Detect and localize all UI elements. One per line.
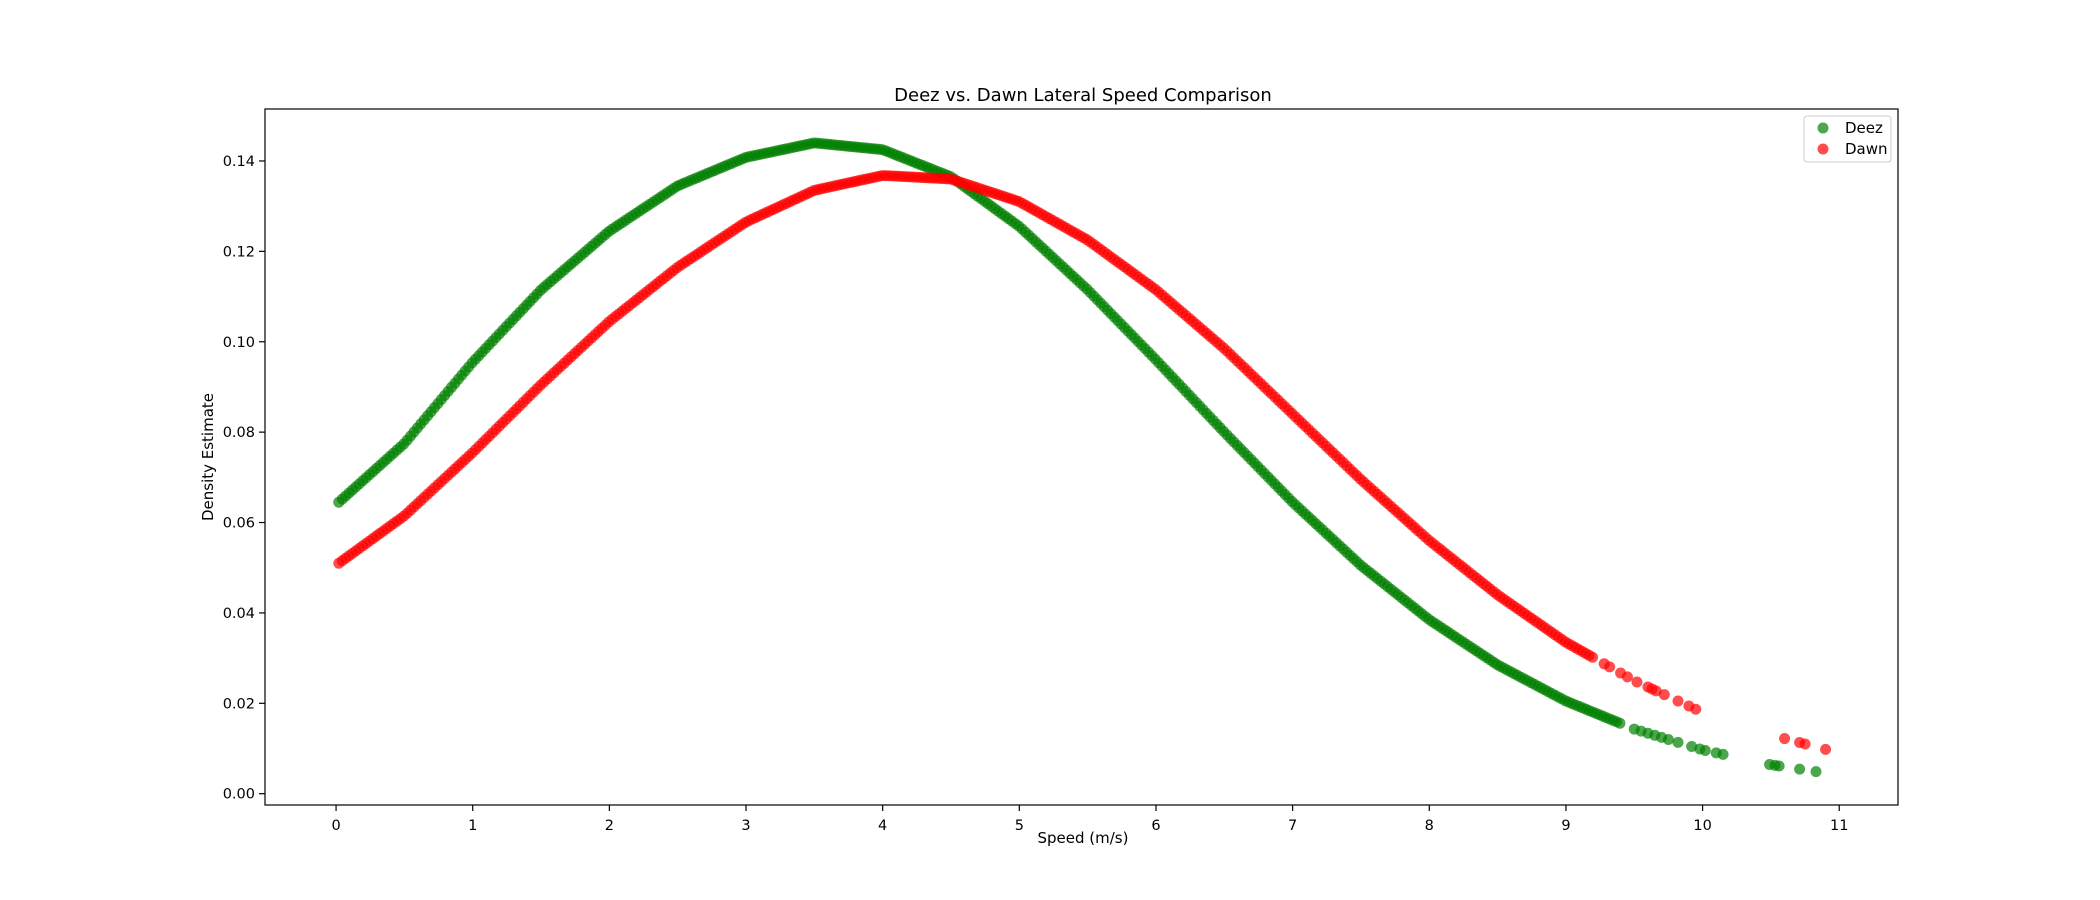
point-deez <box>1810 766 1822 778</box>
point-dawn <box>1672 695 1684 707</box>
plot-frame <box>264 108 1899 806</box>
point-dawn <box>1690 703 1702 715</box>
legend-marker-dawn <box>1817 143 1829 155</box>
point-deez <box>1699 744 1711 756</box>
point-deez <box>1614 717 1626 729</box>
point-deez <box>1672 736 1684 748</box>
point-deez <box>1773 760 1785 772</box>
point-dawn <box>1779 733 1791 745</box>
y-tick-label: 0.00 <box>223 787 255 803</box>
data-marks <box>333 137 1832 778</box>
x-axis-ticks: 0 1 2 3 4 5 6 7 8 9 10 11 <box>331 805 1848 834</box>
point-deez <box>1794 763 1806 775</box>
point-dawn <box>1621 671 1633 683</box>
point-dawn <box>1650 685 1662 697</box>
point-dawn <box>1631 676 1643 688</box>
point-dawn <box>1658 689 1670 701</box>
point-dawn <box>1820 743 1832 755</box>
x-tick-label: 5 <box>1015 818 1024 834</box>
point-deez <box>1662 733 1674 745</box>
legend-label-dawn: Dawn <box>1845 140 1888 158</box>
x-tick-label: 9 <box>1561 818 1570 834</box>
point-dawn <box>1604 661 1616 673</box>
x-tick-label: 3 <box>741 818 750 834</box>
point-deez <box>1717 748 1729 760</box>
plot-area <box>265 109 1898 805</box>
x-tick-label: 8 <box>1425 818 1434 834</box>
y-axis-label: Density Estimate <box>199 393 217 521</box>
x-tick-label: 2 <box>605 818 614 834</box>
series-deez <box>333 137 1822 778</box>
x-tick-label: 11 <box>1830 818 1848 834</box>
x-tick-label: 10 <box>1693 818 1711 834</box>
y-tick-label: 0.14 <box>223 154 255 170</box>
legend: Deez Dawn <box>1803 115 1892 163</box>
x-axis-label: Speed (m/s) <box>1038 829 1129 847</box>
x-tick-label: 1 <box>468 818 477 834</box>
y-tick-label: 0.10 <box>223 335 255 351</box>
point-dawn <box>1587 651 1599 663</box>
x-tick-label: 0 <box>331 818 340 834</box>
y-tick-label: 0.04 <box>223 606 255 622</box>
legend-label-deez: Deez <box>1845 119 1883 137</box>
x-tick-label: 6 <box>1151 818 1160 834</box>
point-dawn <box>1799 738 1811 750</box>
y-tick-label: 0.08 <box>223 425 255 441</box>
legend-marker-deez <box>1817 122 1829 134</box>
y-tick-label: 0.02 <box>223 696 255 712</box>
y-tick-label: 0.12 <box>223 244 255 260</box>
x-tick-label: 7 <box>1288 818 1297 834</box>
y-tick-label: 0.06 <box>223 516 255 532</box>
series-dawn <box>333 170 1832 755</box>
x-tick-label: 4 <box>878 818 887 834</box>
y-axis-ticks: 0.00 0.02 0.04 0.06 0.08 0.10 0.12 0.14 <box>223 154 265 803</box>
chart-title: Deez vs. Dawn Lateral Speed Comparison <box>894 85 1272 106</box>
